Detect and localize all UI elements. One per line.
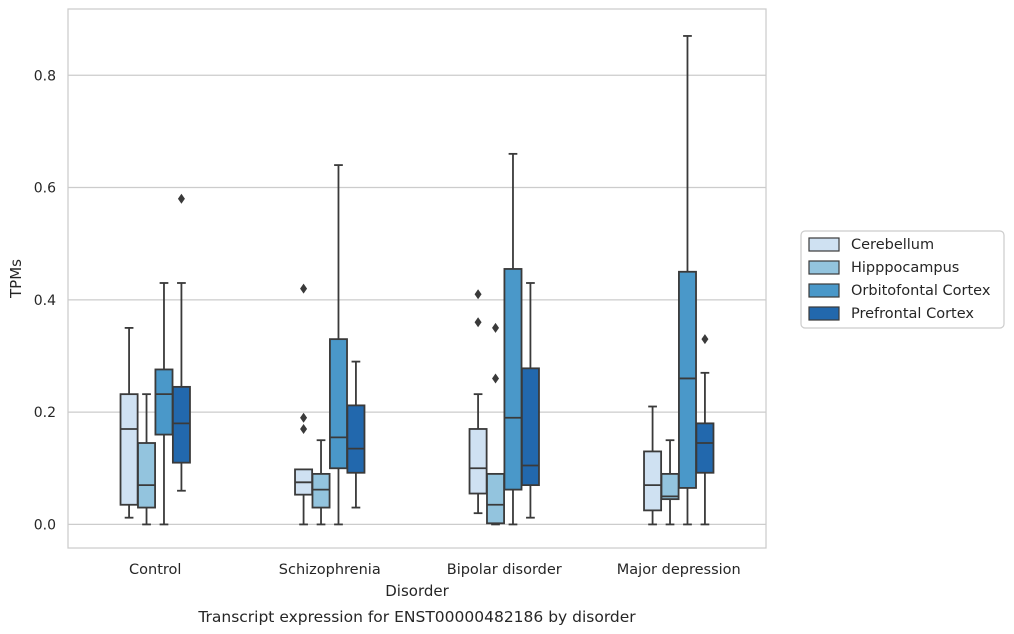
box-0-0 — [119, 327, 139, 519]
y-tick-label: 0.4 — [34, 293, 56, 309]
x-axis-label: Disorder — [385, 582, 449, 600]
legend-item: Cerebellum — [808, 237, 934, 253]
box-iqr — [346, 404, 366, 474]
box-1-2 — [329, 164, 348, 526]
y-tick-label: 0.6 — [34, 181, 56, 197]
box-2-2 — [503, 152, 523, 526]
outlier-point — [300, 412, 308, 423]
y-axis-label: TPMs — [7, 259, 25, 299]
y-tick-label: 0.0 — [34, 517, 56, 533]
box-iqr — [520, 367, 540, 487]
box-1-3 — [346, 360, 366, 509]
legend-label: Cerebellum — [851, 237, 934, 253]
box-plot-series — [119, 35, 715, 526]
legend-swatch — [808, 306, 840, 321]
box-iqr — [643, 450, 663, 512]
legend-swatch — [808, 283, 840, 298]
legend-item: Orbitofontal Cortex — [808, 283, 991, 299]
box-iqr — [503, 268, 523, 491]
outlier-point — [474, 289, 482, 300]
box-3-3 — [695, 334, 715, 526]
legend-frame — [800, 230, 1005, 329]
box-1-1 — [311, 439, 331, 526]
box-2-3 — [520, 282, 540, 519]
x-tick-label: Schizophrenia — [279, 562, 381, 578]
outlier-point — [300, 283, 308, 294]
box-0-3 — [171, 193, 191, 492]
box-iqr — [311, 472, 331, 509]
box-iqr — [678, 270, 697, 489]
x-tick-label: Bipolar disorder — [447, 562, 562, 578]
legend-item: Hipppocampus — [808, 260, 959, 276]
chart-caption: Transcript expression for ENST0000048218… — [197, 608, 636, 626]
y-tick-label: 0.2 — [34, 405, 56, 421]
box-iqr — [486, 472, 505, 525]
outlier-point — [474, 317, 482, 328]
box-iqr — [171, 385, 191, 464]
outlier-point — [492, 322, 500, 333]
box-2-0 — [468, 289, 488, 515]
box-iqr — [154, 368, 174, 436]
box-iqr — [137, 442, 156, 509]
x-axis-tick-labels: Control Schizophrenia Bipolar disorder Majo… — [129, 562, 741, 578]
outlier-point — [300, 423, 308, 434]
box-3-0 — [643, 405, 663, 526]
x-tick-label: Control — [129, 562, 181, 578]
plot-frame — [67, 8, 767, 549]
box-3-2 — [678, 35, 697, 526]
x-tick-label: Major depression — [617, 562, 741, 578]
box-iqr — [329, 338, 348, 470]
outlier-point — [492, 373, 500, 384]
box-0-1 — [137, 393, 156, 526]
legend-swatch — [808, 260, 840, 275]
legend: Cerebellum Hipppocampus Orbitofontal Corte… — [800, 230, 1005, 329]
box-iqr — [660, 472, 680, 501]
legend-item: Prefrontal Cortex — [808, 306, 974, 322]
y-axis-tick-labels: 0.0 0.2 0.4 0.6 0.8 — [34, 68, 56, 533]
box-iqr — [695, 422, 715, 474]
y-tick-label: 0.8 — [34, 68, 56, 84]
legend-label: Orbitofontal Cortex — [851, 283, 991, 299]
box-iqr — [468, 428, 488, 495]
outlier-point — [177, 193, 185, 204]
box-2-1 — [486, 322, 505, 526]
outlier-point — [701, 334, 709, 345]
legend-label: Hipppocampus — [851, 260, 959, 276]
legend-swatch — [808, 237, 840, 252]
box-iqr — [119, 393, 139, 506]
legend-label: Prefrontal Cortex — [851, 306, 974, 322]
